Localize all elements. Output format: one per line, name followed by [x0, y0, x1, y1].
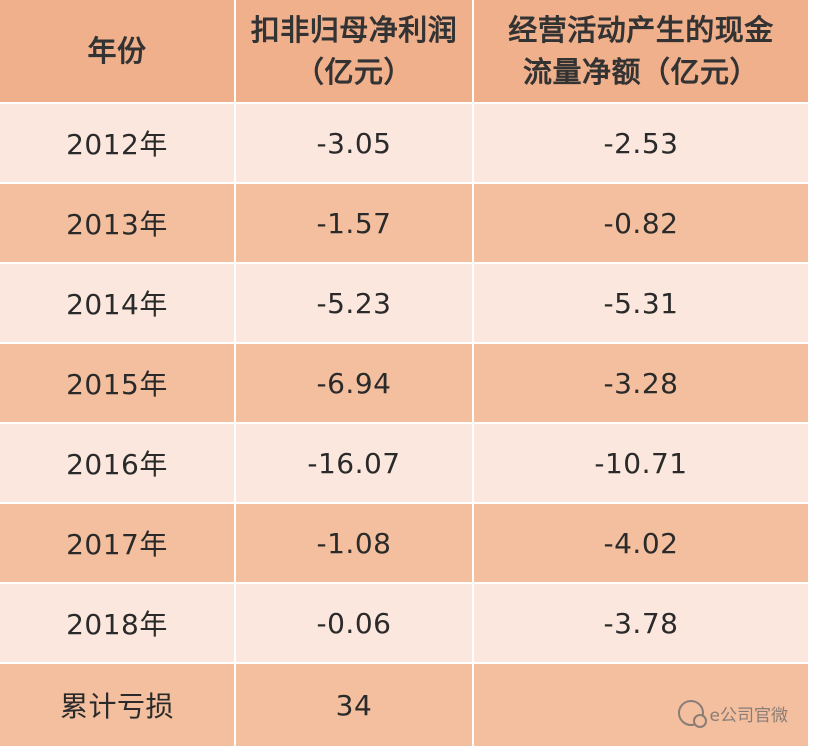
- row-profit: -6.94: [236, 344, 474, 424]
- row-cashflow: -3.28: [474, 344, 808, 424]
- header-cashflow: 经营活动产生的现金 流量净额（亿元）: [474, 0, 808, 104]
- row-year: 2018年: [0, 584, 236, 664]
- row-year: 2017年: [0, 504, 236, 584]
- row-profit: -5.23: [236, 264, 474, 344]
- header-profit-line1: 扣非归母净利润: [250, 13, 458, 47]
- row-cashflow: -2.53: [474, 104, 808, 184]
- row-cashflow: -0.82: [474, 184, 808, 264]
- total-profit: 34: [236, 664, 474, 748]
- row-year: 2014年: [0, 264, 236, 344]
- header-profit-line2: （亿元）: [294, 55, 413, 89]
- watermark: e公司官微: [677, 700, 788, 728]
- watermark-text: e公司官微: [709, 705, 788, 726]
- row-cashflow: -5.31: [474, 264, 808, 344]
- row-cashflow: -3.78: [474, 584, 808, 664]
- row-year: 2016年: [0, 424, 236, 504]
- row-year: 2015年: [0, 344, 236, 424]
- row-profit: -3.05: [236, 104, 474, 184]
- row-profit: -1.08: [236, 504, 474, 584]
- header-profit: 扣非归母净利润 （亿元）: [236, 0, 474, 104]
- header-cashflow-line2: 流量净额（亿元）: [522, 55, 759, 89]
- row-profit: -0.06: [236, 584, 474, 664]
- wechat-icon: [677, 700, 707, 728]
- header-year-text: 年份: [87, 34, 147, 68]
- total-label: 累计亏损: [0, 664, 236, 748]
- row-year: 2013年: [0, 184, 236, 264]
- row-cashflow: -10.71: [474, 424, 808, 504]
- row-profit: -16.07: [236, 424, 474, 504]
- header-cashflow-line1: 经营活动产生的现金: [508, 13, 774, 47]
- row-cashflow: -4.02: [474, 504, 808, 584]
- row-year: 2012年: [0, 104, 236, 184]
- row-profit: -1.57: [236, 184, 474, 264]
- total-cashflow: [474, 664, 808, 748]
- header-year: 年份: [0, 0, 236, 104]
